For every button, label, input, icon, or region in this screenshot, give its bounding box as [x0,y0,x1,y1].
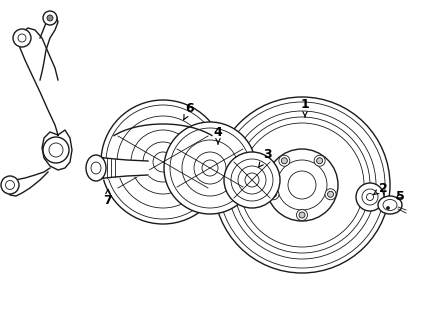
Circle shape [101,100,225,224]
Circle shape [270,191,277,197]
Ellipse shape [378,196,402,214]
Circle shape [43,11,57,25]
Circle shape [238,166,266,194]
Circle shape [386,206,389,210]
Circle shape [288,171,316,199]
Circle shape [231,159,273,201]
Text: 3: 3 [259,149,272,167]
Circle shape [279,155,290,166]
Circle shape [131,130,195,194]
Text: 6: 6 [184,101,194,120]
Polygon shape [18,28,58,135]
Circle shape [234,117,370,253]
Circle shape [6,181,14,190]
Circle shape [228,111,376,259]
Text: 1: 1 [300,99,309,117]
Polygon shape [6,168,50,196]
Circle shape [268,189,279,200]
Circle shape [214,97,390,273]
Circle shape [325,189,336,200]
Circle shape [224,152,280,208]
Circle shape [1,176,19,194]
Circle shape [49,143,63,157]
Circle shape [317,158,323,164]
Circle shape [366,193,374,201]
Circle shape [245,173,259,187]
Circle shape [297,210,308,220]
Circle shape [164,122,256,214]
Ellipse shape [383,199,397,211]
Text: 5: 5 [396,190,404,203]
Circle shape [153,152,173,172]
Circle shape [106,105,220,219]
Circle shape [240,123,364,247]
Circle shape [117,116,209,208]
Circle shape [362,189,378,205]
Polygon shape [40,12,58,80]
Text: 7: 7 [104,189,112,206]
Circle shape [328,191,334,197]
Circle shape [299,212,305,218]
Polygon shape [42,130,72,170]
Ellipse shape [86,155,106,181]
Circle shape [13,29,31,47]
Circle shape [43,137,69,163]
Text: 4: 4 [214,126,222,144]
Circle shape [170,128,250,208]
Circle shape [194,152,226,184]
Circle shape [266,149,338,221]
Circle shape [182,140,238,196]
Circle shape [47,15,53,21]
Circle shape [314,155,325,166]
Circle shape [143,142,183,182]
Circle shape [356,183,384,211]
Text: 2: 2 [374,182,387,195]
Circle shape [202,160,218,176]
Circle shape [281,158,287,164]
Circle shape [219,102,385,268]
Ellipse shape [91,162,101,174]
Circle shape [18,34,26,42]
Circle shape [277,160,327,210]
